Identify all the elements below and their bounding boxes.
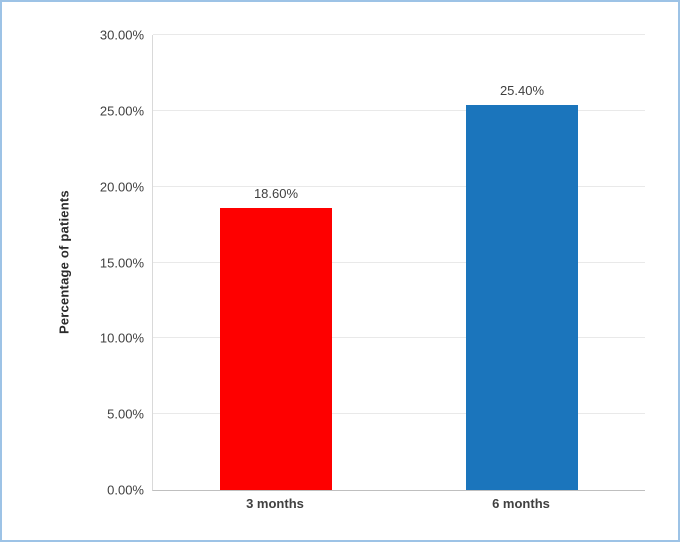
plot-area: 0.00% 5.00% 10.00% 15.00% 20.00% 25.00% 30.00%… [100,28,645,498]
bar-value-label: 25.40% [499,82,545,98]
bar-value-label: 18.60% [253,185,299,201]
bars-container: 18.60% 25.40% [153,35,645,490]
y-axis-tick-label: 30.00% [99,27,144,43]
x-axis-category-label: 3 months [246,496,304,511]
y-axis-tick-label: 0.00% [107,482,144,498]
gridline [153,261,645,263]
y-axis-tick-label: 5.00% [107,406,144,422]
gridline [153,109,645,111]
gridline [153,185,645,187]
gridline [153,413,645,415]
y-axis-title: Percentage of patients [56,190,72,335]
bar-6-months: 25.40% [466,83,578,490]
x-axis-labels: 3 months 6 months [152,496,644,511]
gridline [153,337,645,339]
bar-3-months: 18.60% [220,186,332,490]
bar-slot: 18.60% [153,35,399,490]
y-axis-tick-label: 15.00% [99,255,144,270]
x-axis-category-label: 6 months [492,496,550,511]
y-axis-tick-label: 25.00% [99,103,144,119]
y-axis-tick-label: 20.00% [99,179,144,195]
gridline [153,34,645,35]
bar-slot: 25.40% [399,35,645,490]
y-axis-tick-label: 10.00% [99,330,144,346]
